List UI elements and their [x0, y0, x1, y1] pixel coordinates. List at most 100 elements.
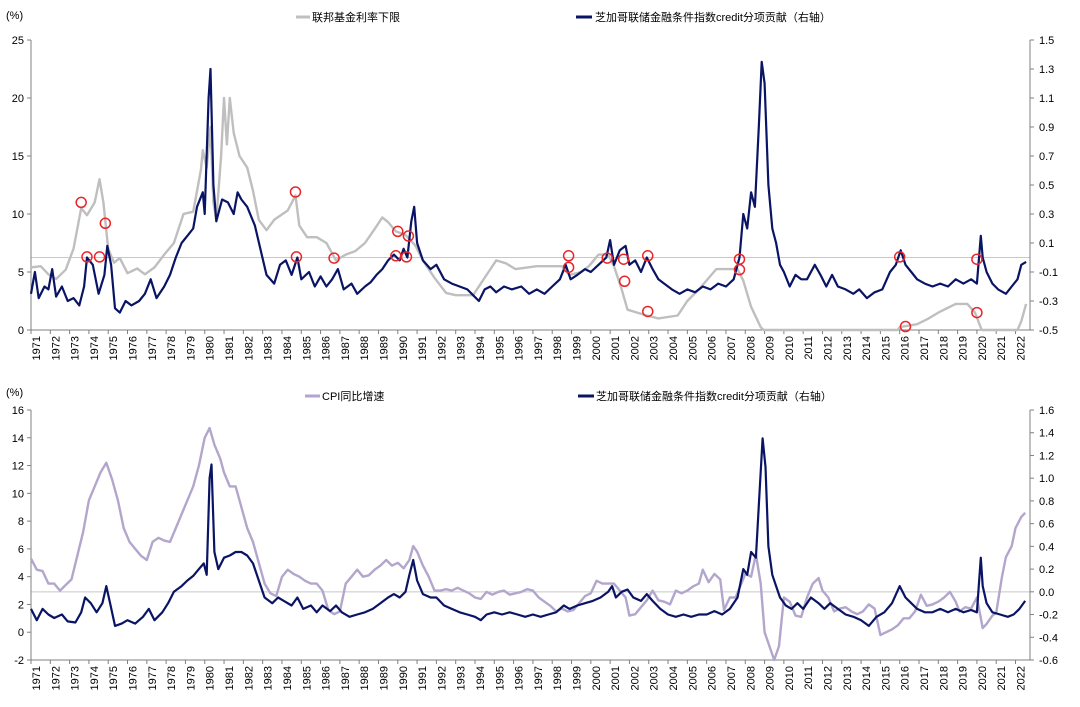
bottom-x-tick-label: 1973 [70, 666, 82, 690]
bottom-x-tick-label: 1986 [321, 666, 333, 690]
top-x-tick-label: 1976 [128, 336, 140, 360]
bottom-left-tick-label: 8 [18, 516, 24, 528]
bottom-x-tick-label: 1975 [108, 666, 120, 690]
bottom-legend: CPI同比增速 芝加哥联储金融条件指数credit分项贡献（右轴） [305, 389, 832, 403]
bottom-legend-cpi: CPI同比增速 [322, 389, 384, 403]
bottom-x-tick-label: 2010 [784, 666, 796, 690]
bottom-x-tick-label: 1980 [205, 666, 217, 690]
bottom-x-tick-label: 2011 [803, 666, 815, 690]
bottom-left-tick-label: 10 [12, 488, 24, 500]
top-highlight-marker [733, 263, 746, 276]
top-x-tick-label: 2014 [861, 336, 873, 360]
top-legend-fed: 联邦基金利率下限 [312, 10, 400, 24]
top-x-tick-label: 1998 [552, 336, 564, 360]
bottom-right-tick-label: 1.4 [1039, 428, 1054, 440]
top-highlight-marker [893, 251, 906, 263]
bottom-x-tick-label: 1999 [572, 666, 584, 690]
top-right-tick-label: 1.3 [1039, 64, 1054, 76]
top-x-tick-label: 1995 [494, 336, 506, 360]
bottom-x-tick-label: 2022 [1016, 666, 1028, 690]
bottom-x-tick-label: 2004 [668, 666, 680, 690]
bottom-x-tick-label: 2006 [707, 666, 719, 690]
top-x-tick-label: 1999 [572, 336, 584, 360]
bottom-x-tick-label: 1977 [147, 666, 159, 690]
top-highlight-marker [402, 230, 415, 242]
top-left-tick-label: 20 [12, 93, 24, 105]
top-highlight-marker [617, 253, 630, 265]
top-x-tick-label: 2012 [822, 336, 834, 360]
bottom-x-tick-label: 2016 [900, 666, 912, 690]
top-x-tick-label: 1982 [243, 336, 255, 360]
bottom-x-tick-label: 2008 [745, 666, 757, 690]
bottom-x-tick-label: 2021 [996, 666, 1008, 690]
bottom-x-tick-label: 2019 [958, 666, 970, 690]
top-highlight-marker [392, 225, 404, 238]
bottom-left-tick-label: 4 [18, 572, 24, 584]
bottom-x-tick-label: 1996 [514, 666, 526, 690]
bottom-x-tick-label: 1988 [359, 666, 371, 690]
bottom-x-tick-label: 2013 [842, 666, 854, 690]
top-right-tick-label: -0.1 [1039, 267, 1058, 279]
top-left-tick-label: 0 [18, 325, 24, 337]
top-left-tick-label: 25 [12, 35, 24, 47]
bottom-right-tick-label: -0.2 [1039, 610, 1058, 622]
top-unit-label: (%) [6, 10, 23, 22]
top-x-tick-label: 1979 [185, 336, 197, 360]
top-x-tick-label: 1972 [50, 336, 62, 360]
top-x-tick-label: 1989 [378, 336, 390, 360]
top-highlight-marker [81, 251, 93, 263]
top-x-tick-label: 2001 [610, 336, 622, 360]
top-x-tick-label: 1994 [475, 336, 487, 360]
top-x-tick-label: 1980 [205, 336, 217, 360]
top-highlight-marker [642, 305, 654, 318]
top-x-tick-label: 1988 [359, 336, 371, 360]
bottom-x-tick-label: 1995 [494, 666, 506, 690]
bottom-right-tick-label: 0.8 [1039, 496, 1054, 508]
top-highlight-marker [289, 186, 302, 198]
top-highlight-marker [290, 251, 303, 263]
top-right-tick-label: -0.5 [1039, 325, 1058, 337]
top-highlight-marker [899, 320, 912, 333]
top-x-tick-label: 1993 [456, 336, 468, 360]
bottom-x-tick-label: 2002 [629, 666, 641, 690]
bottom-right-tick-label: 1.0 [1039, 473, 1054, 485]
top-x-tick-label: 2020 [977, 336, 989, 360]
bottom-right-tick-label: 1.6 [1039, 405, 1054, 417]
top-right-tick-label: 1.1 [1039, 93, 1054, 105]
bottom-right-tick-label: 1.2 [1039, 450, 1054, 462]
top-legend-credit: 芝加哥联储金融条件指数credit分项贡献（右轴） [595, 10, 831, 24]
top-legend: 联邦基金利率下限 芝加哥联储金融条件指数credit分项贡献（右轴） [296, 10, 831, 24]
top-right-tick-label: 0.5 [1039, 180, 1054, 192]
bottom-x-tick-label: 2005 [687, 666, 699, 690]
top-highlight-marker [601, 252, 613, 264]
bottom-x-tick-label: 1992 [436, 666, 448, 690]
top-x-tick-label: 2005 [687, 336, 699, 360]
top-highlight-marker [618, 275, 631, 288]
bottom-x-tick-label: 2017 [919, 666, 931, 690]
bottom-x-tick-label: 1984 [282, 666, 294, 690]
top-x-tick-label: 1990 [398, 336, 410, 360]
bottom-x-tick-label: 1989 [378, 666, 390, 690]
top-highlight-marker [93, 251, 106, 263]
top-x-tick-label: 1974 [89, 336, 101, 360]
top-left-tick-label: 15 [12, 151, 24, 163]
top-x-tick-label: 2013 [842, 336, 854, 360]
top-highlight-marker [971, 306, 983, 319]
bottom-right-tick-label: 0.2 [1039, 564, 1054, 576]
top-left-tick-label: 10 [12, 209, 24, 221]
top-chart: (%) 联邦基金利率下限 芝加哥联储金融条件指数credit分项贡献（右轴） 0… [6, 10, 1058, 360]
top-x-tick-label: 1997 [533, 336, 545, 360]
top-right-tick-label: 1.5 [1039, 35, 1054, 47]
bottom-x-tick-label: 1990 [398, 666, 410, 690]
bottom-x-tick-label: 2015 [880, 666, 892, 690]
bottom-x-tick-label: 2003 [649, 666, 661, 690]
bottom-x-tick-label: 1981 [224, 666, 236, 690]
bottom-x-tick-label: 1998 [552, 666, 564, 690]
bottom-x-tick-label: 2020 [977, 666, 989, 690]
top-right-tick-label: 0.9 [1039, 122, 1054, 134]
bottom-x-tick-label: 1979 [185, 666, 197, 690]
bottom-x-tick-label: 2000 [591, 666, 603, 690]
bottom-x-tick-label: 1974 [89, 666, 101, 690]
bottom-x-tick-label: 2014 [861, 666, 873, 690]
top-highlight-marker [562, 261, 575, 274]
